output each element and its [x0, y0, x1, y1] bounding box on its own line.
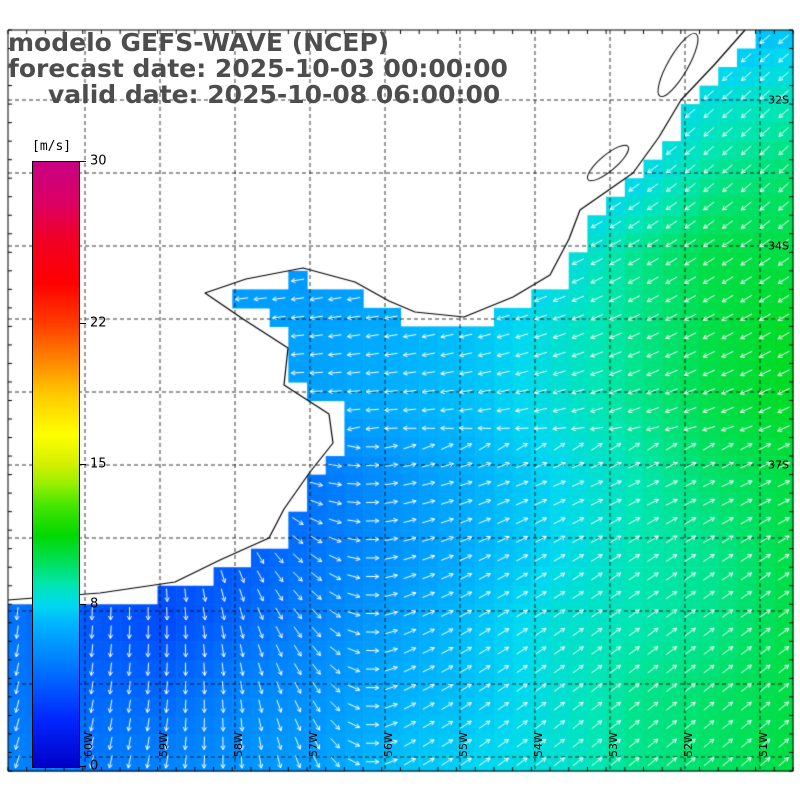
lon-label: 60W: [82, 732, 95, 757]
colorbar-unit-label: [m/s]: [32, 139, 72, 154]
lon-label: 58W: [232, 732, 245, 757]
forecast-date: forecast date: 2025-10-03 00:00:00: [8, 54, 508, 83]
colorbar-tick: [80, 766, 86, 767]
colorbar-tick-label: 0: [90, 758, 99, 774]
lon-label: 54W: [532, 732, 545, 757]
lon-label: 53W: [607, 732, 620, 757]
colorbar-tick-label: 15: [90, 456, 107, 471]
lon-label: 52W: [682, 732, 695, 757]
lon-label: 51W: [757, 732, 770, 757]
model-title: modelo GEFS-WAVE (NCEP): [8, 28, 390, 57]
colorbar-tick-label: 30: [90, 153, 107, 169]
colorbar-tick: [80, 463, 86, 465]
valid-date: valid date: 2025-10-08 06:00:00: [48, 80, 501, 109]
colorbar-tick: [80, 161, 86, 162]
lon-label: 59W: [157, 732, 170, 757]
title-block: modelo GEFS-WAVE (NCEP) forecast date: 2…: [8, 30, 508, 108]
colorbar: [m/s] 30 22 15 8 0: [32, 139, 107, 774]
lat-label: 37S: [768, 458, 789, 472]
lon-label: 55W: [457, 732, 470, 757]
colorbar-tick-label: 8: [90, 596, 99, 612]
colorbar-gradient: [32, 161, 80, 768]
colorbar-tick: [80, 322, 86, 324]
colorbar-tick-label: 22: [90, 315, 107, 331]
lat-label: 34S: [768, 239, 789, 253]
lon-label: 56W: [382, 732, 395, 757]
lat-label: 32S: [768, 93, 789, 107]
lon-label: 57W: [307, 732, 320, 757]
colorbar-tick: [80, 604, 86, 606]
